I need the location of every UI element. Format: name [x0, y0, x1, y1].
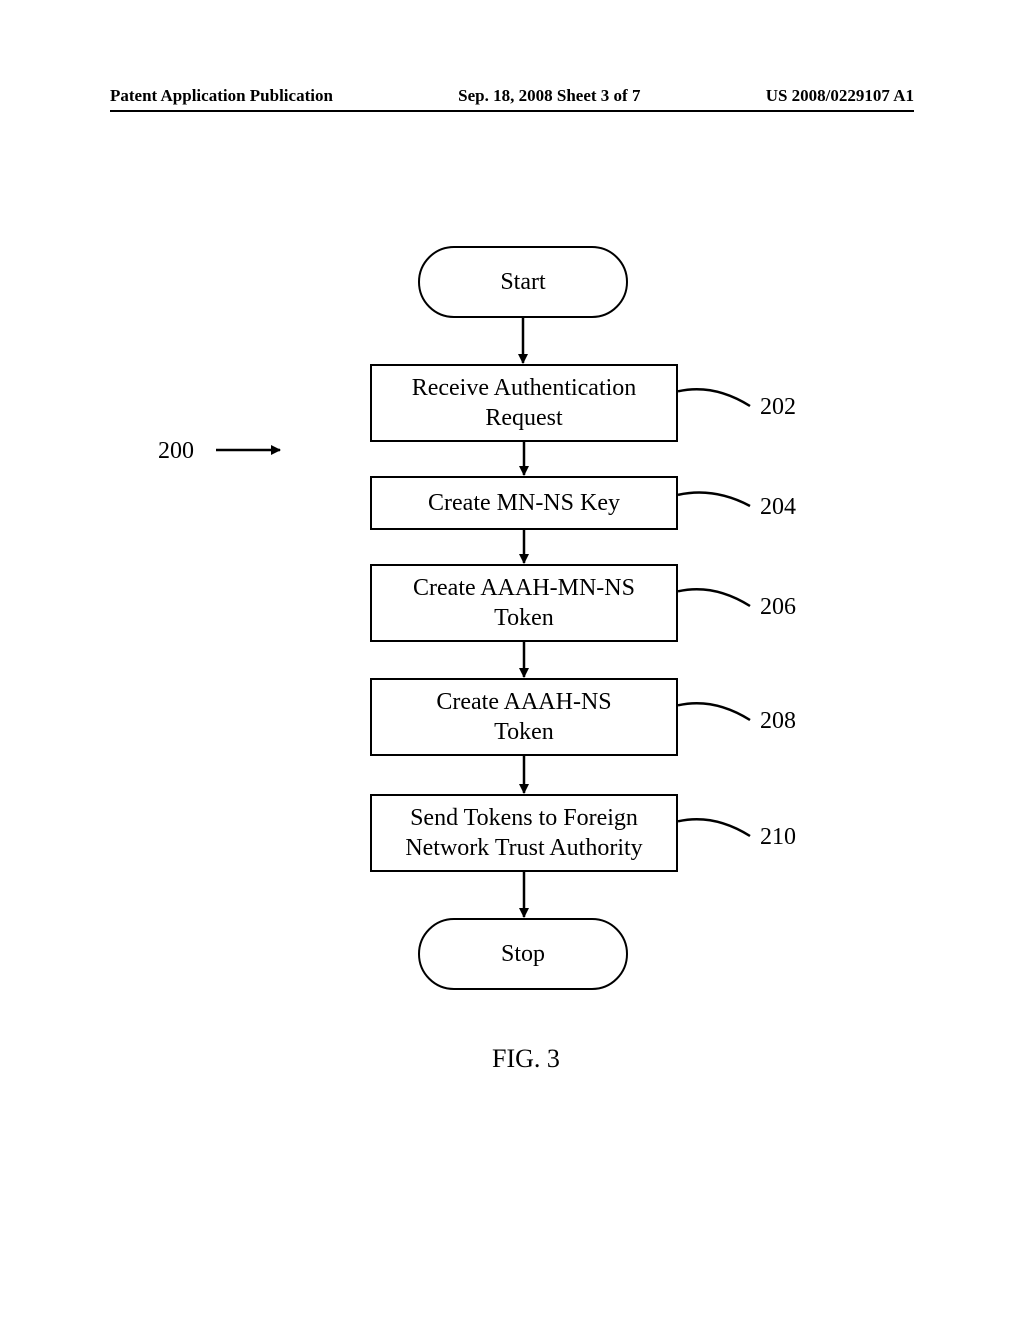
reference-number-208: 208: [760, 708, 796, 735]
flowchart-diagram: Start Receive AuthenticationRequest 202 Cre…: [0, 0, 1024, 1320]
flowchart-node-n208: Create AAAH-NSToken: [370, 678, 678, 756]
flowchart-node-n210: Send Tokens to ForeignNetwork Trust Auth…: [370, 794, 678, 872]
figure-label: FIG. 3: [492, 1044, 560, 1074]
reference-number-202: 202: [760, 394, 796, 421]
flowchart-node-start: Start: [418, 246, 628, 318]
reference-number-206: 206: [760, 594, 796, 621]
flowchart-connectors: [0, 0, 1024, 1320]
diagram-reference-number: 200: [158, 438, 194, 465]
flowchart-node-stop: Stop: [418, 918, 628, 990]
reference-number-210: 210: [760, 824, 796, 851]
flowchart-node-n204: Create MN-NS Key: [370, 476, 678, 530]
flowchart-node-n206: Create AAAH-MN-NSToken: [370, 564, 678, 642]
flowchart-node-n202: Receive AuthenticationRequest: [370, 364, 678, 442]
reference-number-204: 204: [760, 494, 796, 521]
